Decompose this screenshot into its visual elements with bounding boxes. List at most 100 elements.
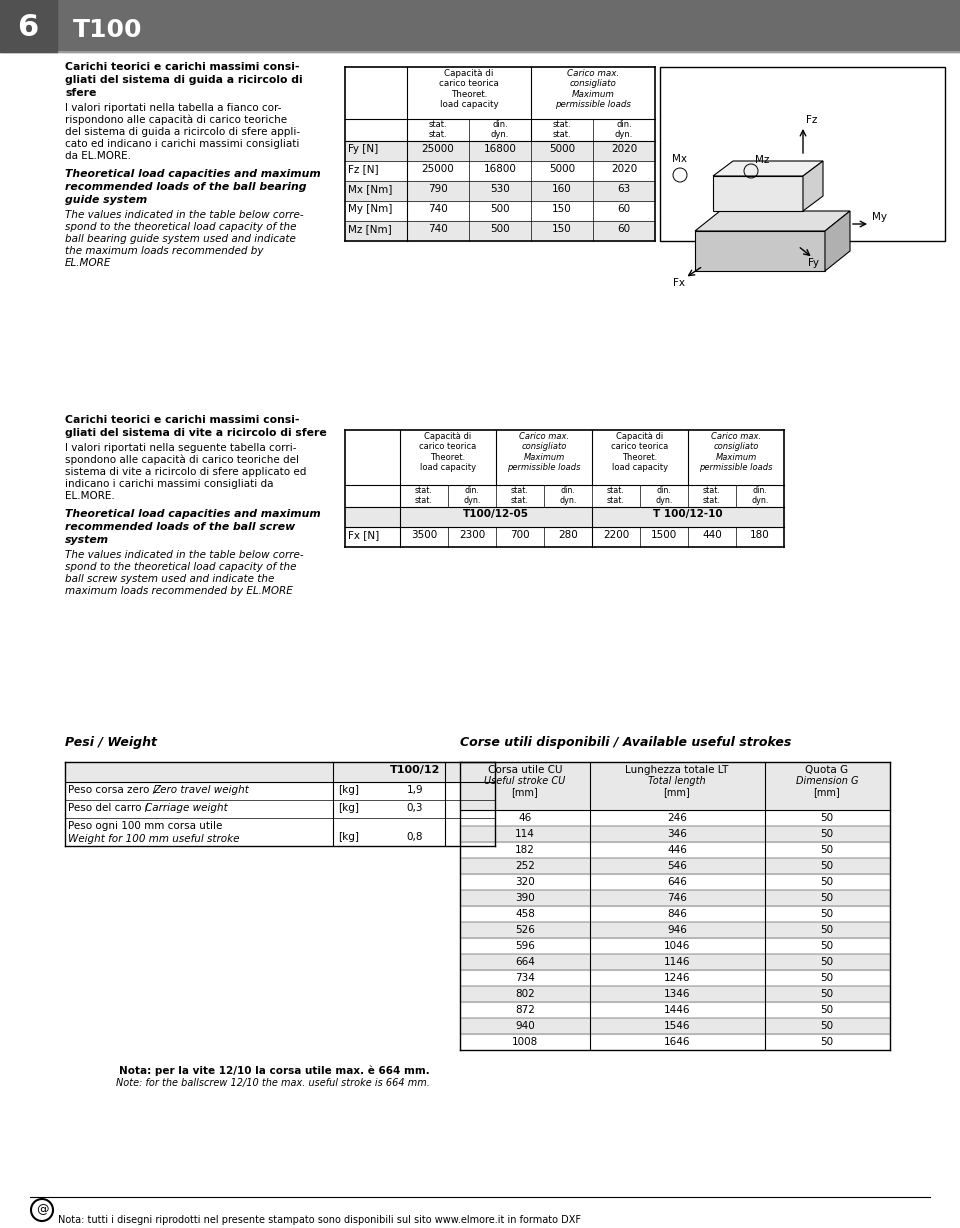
Text: Note: for the ballscrew 12/10 the max. useful stroke is 664 mm.: Note: for the ballscrew 12/10 the max. u…	[116, 1078, 430, 1088]
Text: 3500: 3500	[411, 530, 437, 540]
Text: 5000: 5000	[549, 144, 575, 154]
Text: Mx [Nm]: Mx [Nm]	[348, 184, 393, 194]
Text: Fx [N]: Fx [N]	[348, 530, 379, 540]
Text: 180: 180	[750, 530, 770, 540]
Text: [kg]: [kg]	[338, 803, 359, 813]
Text: 500: 500	[491, 204, 510, 214]
Text: rispondono alle capacità di carico teoriche: rispondono alle capacità di carico teori…	[65, 114, 287, 125]
Text: 390: 390	[516, 893, 535, 903]
Text: stat.
stat.: stat. stat.	[429, 120, 447, 140]
Text: 458: 458	[516, 909, 535, 919]
Text: stat.
stat.: stat. stat.	[511, 486, 529, 506]
Text: 150: 150	[552, 223, 572, 235]
Text: [kg]: [kg]	[338, 785, 359, 795]
Text: 1046: 1046	[663, 941, 690, 950]
Text: 2200: 2200	[603, 530, 629, 540]
Text: 946: 946	[667, 925, 687, 935]
Text: [mm]: [mm]	[814, 787, 840, 797]
Text: 440: 440	[702, 530, 722, 540]
Text: Capacità di
carico teorica
Theoret.
load capacity: Capacità di carico teorica Theoret. load…	[420, 432, 476, 473]
Text: 50: 50	[821, 861, 833, 871]
Text: stat.
stat.: stat. stat.	[553, 120, 571, 140]
Text: 50: 50	[821, 829, 833, 839]
Text: Fy [N]: Fy [N]	[348, 144, 378, 154]
Text: 50: 50	[821, 893, 833, 903]
Bar	[460, 922, 890, 938]
Text: 5000: 5000	[549, 165, 575, 174]
Text: 2300: 2300	[459, 530, 485, 540]
Text: 50: 50	[821, 845, 833, 855]
Text: guide system: guide system	[65, 195, 147, 205]
Text: @: @	[36, 1203, 48, 1217]
Text: Total length: Total length	[648, 776, 706, 786]
Bar	[660, 68, 945, 241]
Text: 150: 150	[552, 204, 572, 214]
Text: Peso corsa zero /: Peso corsa zero /	[68, 785, 159, 795]
Text: 46: 46	[518, 813, 532, 823]
Text: 50: 50	[821, 1020, 833, 1032]
Text: My [Nm]: My [Nm]	[348, 204, 393, 214]
Text: the maximum loads recommended by: the maximum loads recommended by	[65, 246, 263, 255]
Text: Fz [N]: Fz [N]	[348, 165, 378, 174]
Text: 740: 740	[428, 204, 448, 214]
Bar	[345, 181, 655, 201]
Text: 872: 872	[516, 1005, 535, 1016]
Text: Peso ogni 100 mm corsa utile: Peso ogni 100 mm corsa utile	[68, 822, 223, 831]
Text: 16800: 16800	[484, 144, 516, 154]
Text: Carichi teorici e carichi massimi consi-: Carichi teorici e carichi massimi consi-	[65, 61, 300, 72]
Text: Fy: Fy	[808, 258, 819, 268]
Text: 252: 252	[516, 861, 535, 871]
Text: 2020: 2020	[611, 165, 637, 174]
Text: EL.MORE: EL.MORE	[65, 258, 111, 268]
Text: stat.
stat.: stat. stat.	[607, 486, 625, 506]
Text: 50: 50	[821, 813, 833, 823]
Text: 346: 346	[667, 829, 687, 839]
Text: Corse utili disponibili / Available useful strokes: Corse utili disponibili / Available usef…	[460, 736, 791, 749]
Text: recommended loads of the ball bearing: recommended loads of the ball bearing	[65, 182, 306, 192]
Text: Corsa utile CU: Corsa utile CU	[488, 765, 563, 775]
Text: 320: 320	[516, 877, 535, 887]
Text: 940: 940	[516, 1020, 535, 1032]
Text: 446: 446	[667, 845, 687, 855]
Text: T100/12: T100/12	[390, 765, 441, 775]
Text: 500: 500	[491, 223, 510, 235]
Text: din.
dyn.: din. dyn.	[560, 486, 577, 506]
Text: system: system	[65, 535, 109, 545]
Text: Mz: Mz	[755, 155, 769, 165]
Bar	[460, 986, 890, 1002]
Bar	[460, 1018, 890, 1034]
Text: 2020: 2020	[611, 144, 637, 154]
Text: Peso del carro /: Peso del carro /	[68, 803, 152, 813]
Text: din.
dyn.: din. dyn.	[464, 486, 481, 506]
Text: 25000: 25000	[421, 165, 454, 174]
Text: Fx: Fx	[673, 278, 685, 289]
Text: 546: 546	[667, 861, 687, 871]
Text: Theoretical load capacities and maximum: Theoretical load capacities and maximum	[65, 169, 321, 179]
Text: Nota: tutti i disegni riprodotti nel presente stampato sono disponibili sul sito: Nota: tutti i disegni riprodotti nel pre…	[58, 1214, 581, 1226]
Text: spondono alle capacità di carico teoriche del: spondono alle capacità di carico teorich…	[65, 454, 299, 465]
Text: 596: 596	[516, 941, 535, 950]
Text: sistema di vite a ricircolo di sfere applicato ed: sistema di vite a ricircolo di sfere app…	[65, 467, 306, 476]
Text: ball bearing guide system used and indicate: ball bearing guide system used and indic…	[65, 235, 296, 244]
Text: My: My	[872, 212, 887, 222]
Text: [mm]: [mm]	[512, 787, 539, 797]
Text: 700: 700	[510, 530, 530, 540]
Bar	[460, 858, 890, 874]
Text: Carichi teorici e carichi massimi consi-: Carichi teorici e carichi massimi consi-	[65, 415, 300, 425]
Text: 50: 50	[821, 973, 833, 982]
Text: 530: 530	[491, 184, 510, 194]
Text: Mx: Mx	[672, 154, 687, 165]
Text: Quota G: Quota G	[805, 765, 849, 775]
Text: 0,8: 0,8	[407, 833, 423, 842]
Text: Carico max.
consigliato
Maximum
permissible loads: Carico max. consigliato Maximum permissi…	[507, 432, 581, 473]
Text: 1546: 1546	[663, 1020, 690, 1032]
Polygon shape	[825, 211, 850, 271]
Text: Capacità di
carico teorica
Theoret.
load capacity: Capacità di carico teorica Theoret. load…	[439, 69, 499, 109]
Text: Carico max.
consigliato
Maximum
permissible loads: Carico max. consigliato Maximum permissi…	[555, 69, 631, 109]
Bar	[0, 0, 960, 52]
Text: 1446: 1446	[663, 1005, 690, 1016]
Text: 60: 60	[617, 204, 631, 214]
Text: sfere: sfere	[65, 88, 96, 98]
Text: stat.
stat.: stat. stat.	[703, 486, 721, 506]
Text: 114: 114	[516, 829, 535, 839]
